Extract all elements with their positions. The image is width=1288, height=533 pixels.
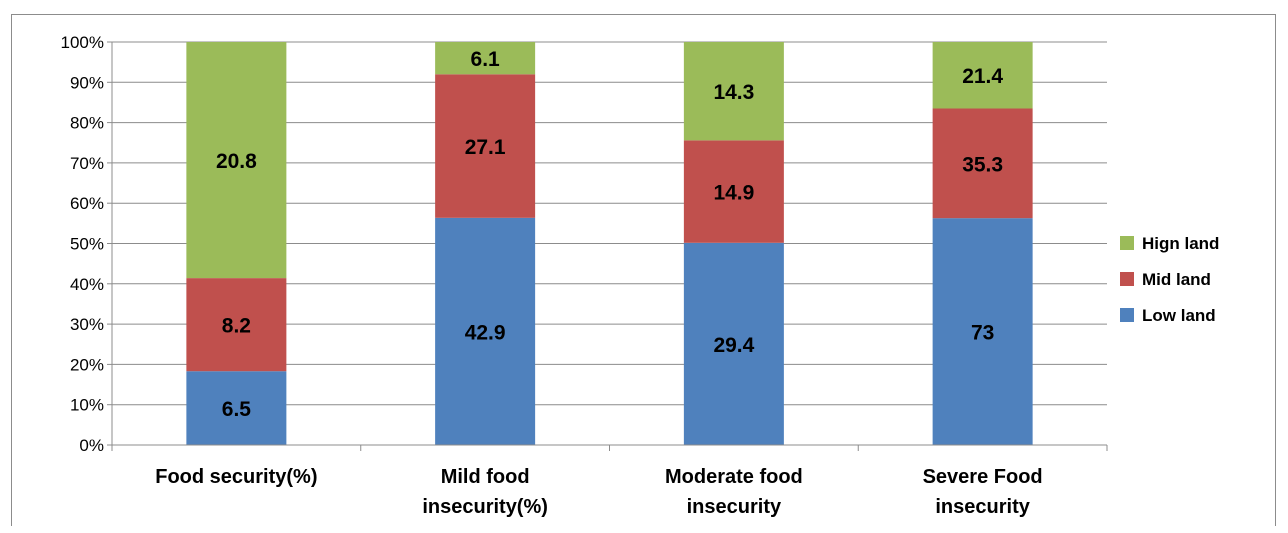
data-label: 14.3 [713, 81, 754, 104]
y-tick-label: 90% [70, 73, 104, 92]
x-category-label: Mild food [441, 466, 530, 488]
x-category-label: Severe Food [923, 466, 1043, 488]
bar-low-land [435, 217, 536, 445]
data-label: 73 [971, 322, 994, 345]
data-label: 35.3 [962, 153, 1003, 176]
x-category-label: insecurity [687, 496, 782, 518]
x-axis-labels: Food security(%) Mild food insecurity(%) Mo… [155, 466, 1042, 518]
bar-mid-land [683, 140, 784, 243]
data-label: 6.5 [222, 398, 252, 421]
y-tick-label: 60% [70, 194, 104, 213]
bar-mid-land [186, 278, 287, 372]
bar-low-land [683, 242, 784, 445]
bar-low-land [932, 218, 1033, 445]
data-label: 21.4 [962, 65, 1003, 88]
legend-label: Hign land [1142, 234, 1219, 253]
legend-swatch [1120, 272, 1134, 286]
y-tick-label: 70% [70, 154, 104, 173]
x-axis [111, 42, 1108, 451]
bar-mid-land [932, 108, 1033, 219]
bar-mid-land [435, 74, 536, 218]
x-category-label: insecurity [935, 496, 1030, 518]
bar-hign-land [186, 42, 287, 279]
y-tick-label: 20% [70, 355, 104, 374]
y-tick-label: 0% [79, 436, 104, 455]
legend-swatch [1120, 236, 1134, 250]
y-tick-label: 30% [70, 315, 104, 334]
y-axis-ticks: 0% 10% 20% 30% 40% 50% 60% 70% 80% 90% 100% [61, 33, 112, 455]
chart-frame [11, 14, 1276, 526]
bars: 6.5 8.2 20.8 42.9 27.1 6.1 29.4 14.9 14.3 73 35.3 2… [186, 42, 1033, 445]
bar-hign-land [435, 42, 536, 75]
bar-hign-land [683, 42, 784, 141]
data-label: 42.9 [465, 321, 506, 344]
bar-hign-land [932, 42, 1033, 109]
data-label: 29.4 [713, 334, 754, 357]
data-label: 6.1 [471, 48, 501, 71]
y-tick-label: 100% [61, 33, 104, 52]
legend-label: Mid land [1142, 270, 1211, 289]
legend-label: Low land [1142, 306, 1216, 325]
legend: Hign land Mid land Low land [1120, 234, 1219, 325]
y-tick-label: 10% [70, 396, 104, 415]
data-label: 14.9 [713, 182, 754, 205]
x-category-label: Food security(%) [155, 466, 317, 488]
data-label: 8.2 [222, 315, 251, 338]
bar-low-land [186, 371, 287, 445]
x-category-label: Moderate food [665, 466, 803, 488]
y-tick-label: 40% [70, 275, 104, 294]
data-label: 20.8 [216, 150, 257, 173]
legend-swatch [1120, 308, 1134, 322]
data-label: 27.1 [465, 136, 506, 159]
y-tick-label: 80% [70, 114, 104, 133]
x-category-label: insecurity(%) [422, 496, 548, 518]
y-tick-label: 50% [70, 235, 104, 254]
